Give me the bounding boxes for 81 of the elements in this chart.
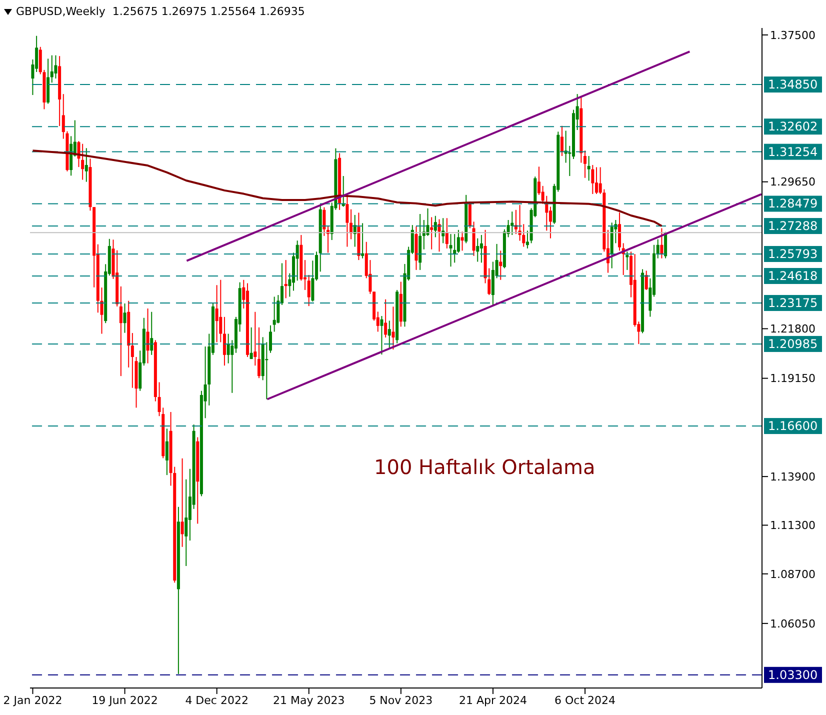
candlestick [445, 218, 448, 249]
candlestick [130, 332, 134, 388]
candlestick [456, 229, 460, 254]
candlestick [560, 125, 564, 156]
chart-title: GBPUSD,Weekly 1.25675 1.26975 1.25564 1.26935 [16, 5, 305, 18]
candlestick [257, 326, 260, 379]
candlestick [480, 234, 483, 264]
x-tick-label: 2 Jan 2022 [3, 694, 62, 707]
candlestick [119, 286, 122, 377]
candlestick [54, 54, 58, 80]
candlestick [165, 428, 168, 476]
candlestick [346, 196, 349, 248]
x-tick-label: 19 Jun 2022 [92, 694, 158, 707]
y-tick-label: 1.13900 [770, 470, 816, 484]
annotation: 100 Haftalık Ortalama [374, 455, 596, 479]
candlestick [388, 320, 391, 349]
ref-line-label: 1.03300 [768, 668, 818, 682]
y-tick-label: 1.11300 [770, 519, 816, 532]
x-tick-label: 21 Apr 2024 [458, 694, 527, 707]
ref-line-label: 1.25793 [768, 246, 818, 261]
y-tick-label: 1.08700 [770, 568, 816, 581]
x-tick-label: 4 Dec 2022 [185, 694, 248, 707]
x-tick-label: 21 May 2023 [273, 694, 345, 707]
ref-line-label: 1.32602 [768, 120, 818, 134]
candlestick [222, 316, 226, 366]
candlestick [545, 195, 548, 232]
candlestick [548, 206, 552, 239]
ref-line-label: 1.20985 [768, 336, 818, 351]
candlestick [584, 150, 586, 178]
candlestick [265, 342, 268, 400]
x-tick-label: 5 Nov 2023 [369, 694, 433, 707]
ref-line-label: 1.28479 [768, 196, 818, 211]
candlestick [499, 250, 502, 280]
candlestick [595, 166, 598, 194]
candlestick [81, 143, 84, 180]
ref-line-label: 1.23175 [768, 296, 818, 310]
ref-line-label: 1.24618 [768, 268, 818, 283]
candlestick [50, 54, 54, 84]
candlestick [296, 240, 299, 282]
candlestick [322, 206, 326, 236]
candlestick [618, 212, 622, 252]
y-tick-label: 1.19150 [770, 372, 816, 386]
x-tick-label: 6 Oct 2024 [554, 694, 616, 707]
candlestick [587, 155, 590, 182]
candlestick [146, 308, 150, 364]
y-tick-label: 1.37500 [770, 28, 816, 42]
candlestick [272, 296, 276, 332]
candlestick [254, 311, 257, 366]
candlestick [660, 228, 664, 259]
candlestick [526, 230, 529, 249]
candlestick [284, 260, 288, 299]
line-series [32, 150, 663, 227]
y-tick-label: 1.21800 [770, 322, 816, 336]
candlestick [307, 274, 310, 307]
candlestick [472, 221, 476, 256]
candlestick [591, 164, 594, 194]
candlestick [269, 324, 272, 354]
candlestick [184, 478, 188, 566]
candlestick [476, 238, 480, 262]
ref-line-label: 1.31254 [768, 144, 818, 159]
candlestick [180, 458, 184, 548]
y-tick-label: 1.06050 [770, 617, 816, 630]
candlestick [384, 298, 388, 338]
candlestick [380, 315, 384, 356]
candlestick [460, 231, 464, 252]
candlestick [656, 238, 660, 259]
candlestick [250, 326, 253, 360]
ref-line-label: 1.27288 [768, 219, 818, 234]
ref-line-label: 1.16600 [768, 419, 818, 434]
candlestick [449, 234, 452, 268]
candlestick [123, 302, 126, 334]
candlestick [426, 208, 430, 236]
candlestick [442, 218, 445, 244]
candlestick [219, 279, 222, 343]
ref-line-label: 1.34850 [768, 78, 818, 92]
candlestick [644, 270, 648, 290]
candlestick [430, 216, 434, 250]
candlestick [392, 306, 395, 350]
candlestick [150, 311, 154, 356]
y-tick-label: 1.29650 [770, 176, 816, 189]
candlestick [84, 148, 88, 182]
